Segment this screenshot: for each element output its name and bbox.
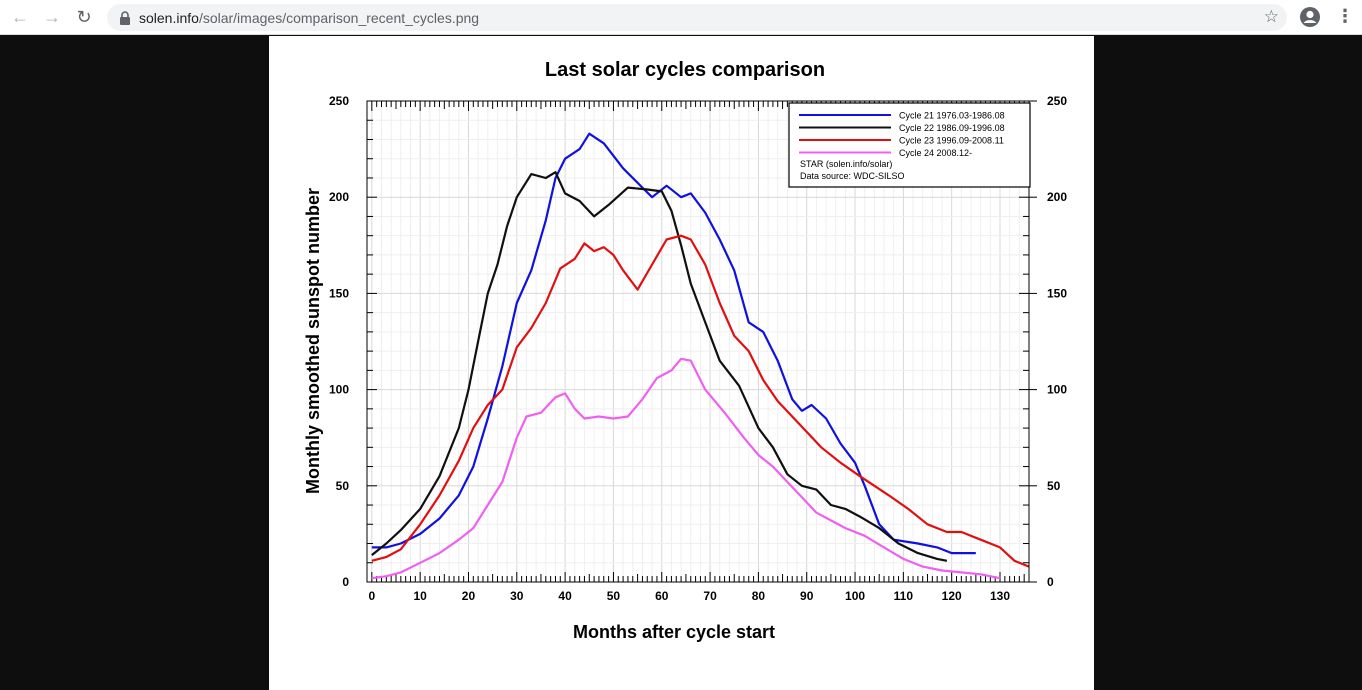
account-icon[interactable] (1299, 6, 1321, 28)
address-bar[interactable]: solen.info/solar/images/comparison_recen… (107, 4, 1287, 31)
x-axis-label: Months after cycle start (573, 622, 775, 642)
back-icon: ← (11, 6, 29, 27)
reload-button[interactable]: ↻ (68, 1, 100, 33)
x-tick-label: 10 (413, 589, 427, 603)
y-tick-label-right: 100 (1047, 383, 1067, 397)
legend: Cycle 21 1976.03-1986.08 Cycle 22 1986.09… (788, 102, 1031, 188)
back-button[interactable]: ← (4, 1, 36, 33)
url-domain: solen.info (139, 9, 199, 26)
image-viewer: 0 10 20 30 40 50 60 70 80 90 100 110 120 130 0 0 50 50 100… (269, 36, 1094, 690)
x-tick-label: 30 (510, 589, 524, 603)
x-tick-label: 60 (655, 589, 669, 603)
y-tick-label-left: 150 (329, 286, 349, 300)
y-tick-label-right: 250 (1047, 94, 1067, 108)
reload-icon: ↻ (76, 6, 92, 27)
y-tick-label-left: 200 (329, 190, 349, 204)
legend-note-2: Data source: WDC-SILSO (800, 171, 905, 181)
series-line-2 (371, 171, 948, 562)
grid-layer (367, 100, 1030, 583)
y-tick-label-right: 0 (1047, 575, 1054, 589)
x-tick-label: 40 (558, 589, 572, 603)
url-path: /solar/images/comparison_recent_cycles.p… (198, 9, 480, 26)
legend-label-3: Cycle 23 1996.09-2008.11 (899, 136, 1004, 146)
x-tick-label: 110 (894, 589, 914, 603)
y-tick-label-right: 50 (1047, 479, 1061, 493)
bookmark-star-icon[interactable]: ☆ (1263, 7, 1279, 26)
x-tick-label: 20 (462, 589, 476, 603)
y-tick-label-left: 50 (336, 479, 350, 493)
series-line-4 (371, 357, 1001, 580)
legend-box (788, 102, 1031, 188)
browser-menu-icon[interactable]: ⋮ (1336, 6, 1354, 26)
legend-label-2: Cycle 22 1986.09-1996.08 (899, 123, 1005, 133)
y-axis-label: Monthly smoothed sunspot number (303, 188, 323, 494)
series-line-3 (371, 234, 1030, 568)
legend-note-1: STAR (solen.info/solar) (800, 159, 892, 169)
chart-title: Last solar cycles comparison (545, 59, 825, 81)
x-tick-label: 130 (990, 589, 1010, 603)
y-tick-label-left: 250 (329, 94, 349, 108)
x-tick-label: 90 (800, 589, 814, 603)
x-tick-label: 120 (942, 589, 962, 603)
legend-label-1: Cycle 21 1976.03-1986.08 (899, 111, 1005, 121)
axis-layer: 0 10 20 30 40 50 60 70 80 90 100 110 120 130 0 0 50 50 100… (329, 94, 1067, 603)
series-layer (371, 132, 1030, 580)
y-tick-label-right: 200 (1047, 190, 1067, 204)
lock-icon (120, 10, 130, 25)
browser-toolbar: ← → ↻ solen.info/solar/images/comparison… (0, 0, 1362, 35)
x-tick-label: 0 (368, 589, 375, 603)
plot-frame (366, 100, 1030, 583)
forward-icon: → (43, 6, 61, 27)
forward-button[interactable]: → (36, 1, 68, 33)
url-text: solen.info/solar/images/comparison_recen… (139, 10, 479, 26)
x-tick-label: 80 (752, 589, 766, 603)
x-tick-label: 70 (703, 589, 717, 603)
legend-label-4: Cycle 24 2008.12- (899, 148, 972, 158)
sunspot-chart: 0 10 20 30 40 50 60 70 80 90 100 110 120 130 0 0 50 50 100… (303, 59, 1067, 642)
x-tick-label: 50 (607, 589, 621, 603)
y-tick-label-left: 100 (329, 383, 349, 397)
y-tick-label-left: 0 (342, 575, 349, 589)
y-tick-label-right: 150 (1047, 286, 1067, 300)
series-line-1 (371, 132, 976, 555)
x-tick-label: 100 (845, 589, 865, 603)
